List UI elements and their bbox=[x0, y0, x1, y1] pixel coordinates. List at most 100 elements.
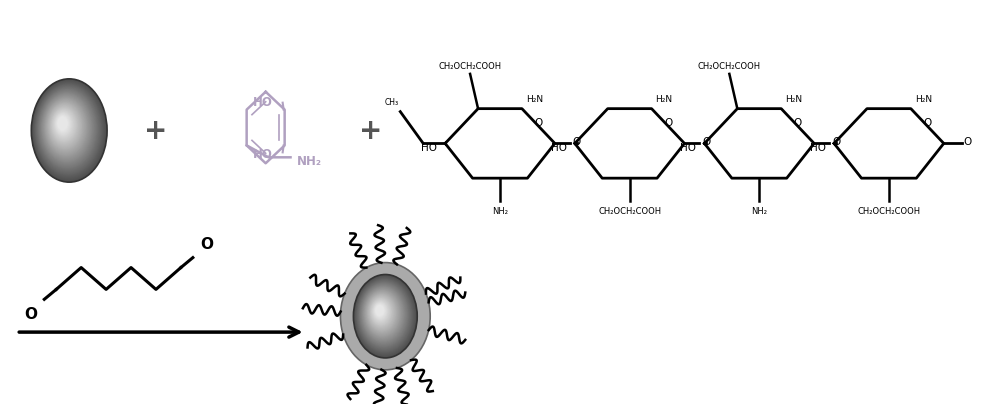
Text: CH₂OCH₂COOH: CH₂OCH₂COOH bbox=[439, 62, 502, 71]
Text: NH₂: NH₂ bbox=[751, 207, 767, 215]
Ellipse shape bbox=[366, 293, 398, 333]
Ellipse shape bbox=[372, 300, 389, 323]
Ellipse shape bbox=[50, 107, 78, 145]
Ellipse shape bbox=[356, 279, 413, 353]
Ellipse shape bbox=[372, 301, 389, 322]
Ellipse shape bbox=[368, 294, 396, 331]
Text: CH₃: CH₃ bbox=[384, 98, 398, 107]
Text: HO: HO bbox=[551, 143, 567, 153]
Ellipse shape bbox=[41, 94, 92, 163]
Ellipse shape bbox=[44, 97, 89, 158]
Ellipse shape bbox=[369, 296, 394, 329]
Ellipse shape bbox=[356, 278, 414, 354]
Ellipse shape bbox=[32, 81, 106, 181]
Ellipse shape bbox=[371, 299, 391, 325]
Ellipse shape bbox=[51, 109, 77, 143]
Ellipse shape bbox=[359, 283, 408, 347]
Text: H₂N: H₂N bbox=[785, 94, 802, 103]
Ellipse shape bbox=[354, 275, 417, 357]
Ellipse shape bbox=[46, 100, 85, 154]
Ellipse shape bbox=[36, 87, 100, 173]
Ellipse shape bbox=[54, 112, 73, 139]
Ellipse shape bbox=[39, 90, 96, 168]
Ellipse shape bbox=[55, 113, 72, 136]
Text: H₂N: H₂N bbox=[656, 94, 673, 103]
Ellipse shape bbox=[361, 285, 406, 343]
Ellipse shape bbox=[54, 113, 73, 137]
Ellipse shape bbox=[373, 302, 387, 321]
Ellipse shape bbox=[35, 85, 101, 175]
Ellipse shape bbox=[365, 291, 400, 336]
Ellipse shape bbox=[32, 81, 105, 181]
Ellipse shape bbox=[358, 281, 410, 349]
Ellipse shape bbox=[37, 87, 99, 172]
Ellipse shape bbox=[48, 104, 81, 149]
Ellipse shape bbox=[361, 285, 406, 345]
Text: HO: HO bbox=[421, 143, 437, 153]
Text: O: O bbox=[702, 137, 711, 147]
Ellipse shape bbox=[357, 280, 411, 350]
Ellipse shape bbox=[369, 297, 393, 328]
Text: CH₂OCH₂COOH: CH₂OCH₂COOH bbox=[598, 207, 661, 215]
Ellipse shape bbox=[355, 277, 415, 355]
Ellipse shape bbox=[52, 109, 76, 142]
Ellipse shape bbox=[365, 290, 400, 337]
Ellipse shape bbox=[370, 298, 392, 327]
Text: HO: HO bbox=[253, 147, 273, 160]
Ellipse shape bbox=[49, 105, 81, 148]
Ellipse shape bbox=[340, 263, 430, 370]
Ellipse shape bbox=[38, 89, 97, 170]
Ellipse shape bbox=[375, 305, 384, 316]
Ellipse shape bbox=[40, 93, 93, 165]
Ellipse shape bbox=[363, 288, 403, 340]
Ellipse shape bbox=[359, 282, 409, 348]
Ellipse shape bbox=[368, 295, 395, 330]
Ellipse shape bbox=[53, 111, 74, 140]
Ellipse shape bbox=[47, 102, 83, 151]
Text: O: O bbox=[573, 137, 581, 147]
Text: +: + bbox=[144, 117, 168, 145]
Ellipse shape bbox=[51, 108, 77, 144]
Text: O: O bbox=[200, 237, 213, 252]
Ellipse shape bbox=[360, 284, 407, 345]
Ellipse shape bbox=[363, 288, 402, 339]
Ellipse shape bbox=[362, 287, 404, 341]
Ellipse shape bbox=[362, 286, 404, 342]
Ellipse shape bbox=[354, 276, 416, 356]
Ellipse shape bbox=[39, 91, 95, 167]
Text: O: O bbox=[794, 118, 802, 128]
Ellipse shape bbox=[37, 88, 98, 171]
Text: O: O bbox=[964, 137, 972, 147]
Text: O: O bbox=[534, 118, 543, 128]
Ellipse shape bbox=[374, 304, 385, 318]
Ellipse shape bbox=[375, 305, 385, 317]
Ellipse shape bbox=[48, 103, 82, 150]
Text: H₂N: H₂N bbox=[526, 94, 543, 103]
Ellipse shape bbox=[34, 83, 103, 177]
Ellipse shape bbox=[33, 82, 105, 179]
Ellipse shape bbox=[55, 114, 71, 135]
Ellipse shape bbox=[364, 290, 401, 338]
Ellipse shape bbox=[40, 92, 94, 166]
Ellipse shape bbox=[57, 117, 68, 131]
Text: HO: HO bbox=[680, 143, 696, 153]
Ellipse shape bbox=[31, 80, 107, 183]
Ellipse shape bbox=[353, 275, 417, 358]
Ellipse shape bbox=[38, 90, 97, 169]
Text: O: O bbox=[923, 118, 931, 128]
Ellipse shape bbox=[358, 281, 410, 350]
Ellipse shape bbox=[367, 293, 397, 333]
Ellipse shape bbox=[41, 94, 93, 164]
Ellipse shape bbox=[45, 100, 86, 156]
Ellipse shape bbox=[56, 115, 69, 133]
Ellipse shape bbox=[53, 110, 75, 141]
Text: H₂N: H₂N bbox=[915, 94, 932, 103]
Ellipse shape bbox=[361, 286, 405, 343]
Ellipse shape bbox=[355, 277, 415, 356]
Text: O: O bbox=[832, 137, 840, 147]
Ellipse shape bbox=[50, 107, 79, 146]
Ellipse shape bbox=[42, 96, 90, 161]
Ellipse shape bbox=[49, 106, 80, 147]
Ellipse shape bbox=[371, 299, 390, 324]
Text: O: O bbox=[24, 306, 37, 321]
